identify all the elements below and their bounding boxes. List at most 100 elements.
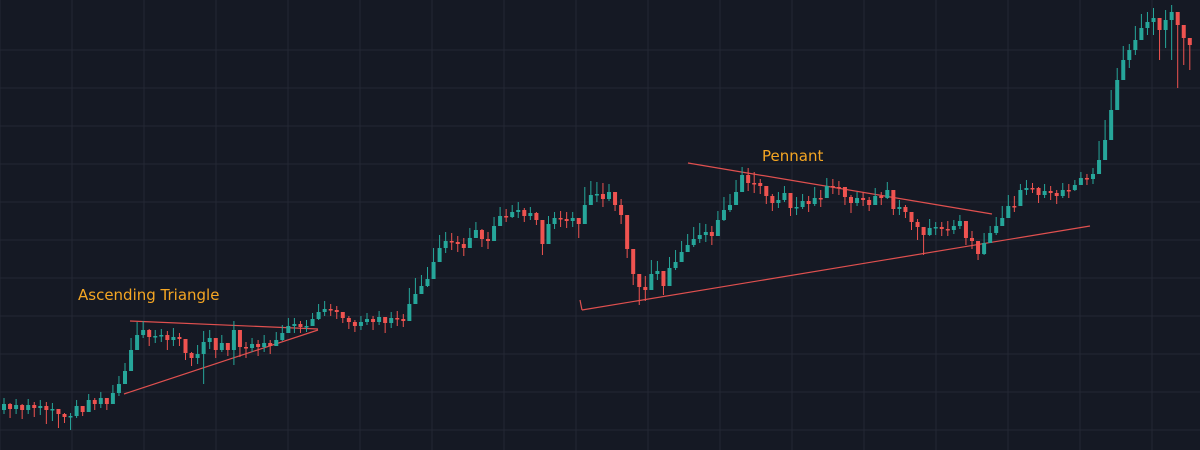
candle-down — [56, 409, 61, 414]
candle-up — [250, 344, 255, 348]
candle-up — [655, 271, 660, 274]
candle-up — [358, 322, 363, 326]
candle-up — [1018, 190, 1023, 206]
candle-up — [1139, 28, 1144, 40]
candle-up — [443, 241, 448, 248]
candle-up — [274, 340, 279, 346]
candle-down — [1048, 191, 1053, 193]
candle-up — [927, 228, 932, 235]
candle-up — [1145, 22, 1150, 28]
candle-up — [933, 227, 938, 229]
candle-down — [600, 194, 605, 199]
candle-up — [1097, 160, 1102, 174]
candle-up — [322, 309, 327, 312]
candle-up — [812, 198, 817, 204]
candle-up — [734, 192, 739, 205]
candle-up — [377, 317, 382, 322]
candle-up — [721, 210, 726, 220]
candle-up — [68, 416, 73, 418]
candle-up — [2, 404, 6, 410]
candle-down — [915, 222, 920, 227]
candle-down — [104, 398, 109, 404]
candle-up — [1006, 206, 1011, 218]
candle-down — [1054, 193, 1059, 196]
candle-up — [1078, 178, 1083, 185]
candle-down — [661, 271, 666, 286]
candle-down — [867, 200, 872, 205]
candle-down — [225, 343, 230, 350]
candle-up — [123, 371, 127, 384]
candle-down — [534, 213, 539, 220]
candle-down — [92, 400, 97, 404]
candle-down — [830, 186, 835, 188]
candle-up — [546, 224, 551, 244]
candle-down — [165, 335, 170, 340]
candle-up — [824, 186, 829, 198]
candle-up — [50, 409, 55, 411]
candle-up — [473, 230, 478, 238]
candle-up — [673, 262, 678, 268]
candle-up — [437, 248, 442, 262]
pennant-lower-line — [581, 225, 1091, 311]
candle-down — [879, 196, 884, 198]
candle-up — [1109, 110, 1114, 140]
candle-up — [304, 326, 309, 328]
candle-up — [552, 218, 557, 224]
candle-up — [195, 354, 200, 358]
candle-down — [939, 227, 944, 229]
candle-down — [177, 337, 182, 339]
candle-up — [588, 195, 593, 205]
candle-up — [1000, 218, 1005, 226]
candle-down — [340, 312, 345, 318]
candle-up — [776, 200, 781, 203]
candle-down — [147, 330, 152, 337]
candle-down — [970, 238, 974, 241]
candle-up — [1115, 80, 1120, 110]
candle-down — [921, 227, 926, 235]
candle-down — [758, 183, 763, 186]
candle-up — [855, 198, 860, 203]
candle-down — [909, 212, 914, 222]
candle-up — [207, 338, 212, 342]
candle-up — [407, 304, 412, 321]
candle-up — [1133, 40, 1138, 50]
candle-up — [38, 406, 43, 408]
candle-up — [800, 201, 805, 207]
candle-up — [510, 212, 515, 217]
candle-down — [395, 318, 400, 320]
candle-up — [794, 207, 799, 209]
candle-down — [764, 186, 769, 196]
candle-down — [189, 353, 194, 358]
candle-down — [770, 196, 775, 203]
candle-down — [806, 201, 811, 204]
candle-down — [268, 343, 273, 346]
candle-up — [988, 233, 993, 243]
pennant-left-edge — [579, 299, 583, 311]
candle-up — [782, 193, 787, 200]
candle-up — [897, 207, 902, 209]
candle-up — [159, 335, 164, 337]
candle-up — [286, 326, 291, 333]
candle-up — [498, 216, 503, 226]
candle-up — [26, 405, 31, 410]
candle-up — [280, 333, 285, 340]
candle-up — [467, 238, 472, 248]
candle-up — [1060, 190, 1065, 196]
candle-down — [613, 192, 618, 205]
candle-down — [328, 309, 333, 311]
candle-up — [570, 218, 575, 221]
candle-down — [256, 344, 261, 347]
candle-up — [1091, 174, 1095, 179]
candle-up — [153, 336, 158, 338]
candle-up — [994, 226, 999, 233]
candle-down — [1084, 178, 1089, 180]
candle-down — [244, 347, 248, 349]
candle-down — [298, 324, 303, 327]
candle-down — [1030, 188, 1035, 190]
candle-up — [594, 194, 599, 196]
candle-up — [292, 324, 297, 326]
candle-down — [842, 187, 847, 197]
candle-down — [522, 210, 527, 216]
candle-down — [1066, 190, 1071, 192]
